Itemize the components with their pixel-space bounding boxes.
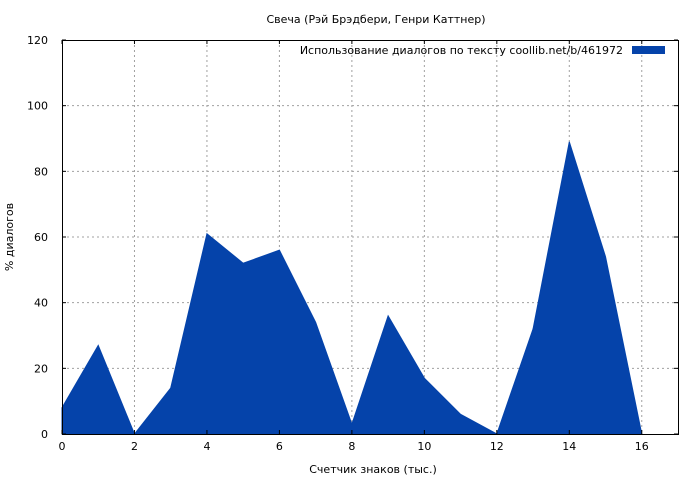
x-tick-label: 14 — [562, 440, 576, 453]
y-tick-label: 20 — [34, 362, 48, 375]
y-tick-label: 60 — [34, 231, 48, 244]
x-tick-label: 16 — [635, 440, 649, 453]
legend-label: Использование диалогов по тексту coollib… — [300, 44, 623, 57]
x-tick-label: 12 — [490, 440, 504, 453]
x-tick-label: 4 — [203, 440, 210, 453]
y-axis-label: % диалогов — [3, 203, 16, 271]
y-tick-label: 40 — [34, 297, 48, 310]
legend: Использование диалогов по тексту coollib… — [300, 44, 665, 57]
x-axis-label: Счетчик знаков (тыс.) — [309, 463, 437, 476]
y-tick-label: 100 — [27, 100, 48, 113]
y-tick-label: 0 — [41, 428, 48, 441]
y-tick-label: 120 — [27, 34, 48, 47]
x-tick-label: 10 — [417, 440, 431, 453]
x-tick-label: 0 — [59, 440, 66, 453]
x-tick-label: 2 — [131, 440, 138, 453]
x-tick-label: 8 — [348, 440, 355, 453]
y-tick-label: 80 — [34, 165, 48, 178]
x-tick-label: 6 — [276, 440, 283, 453]
axis-ticks: 0 2 4 6 8 10 12 14 16 0 20 40 60 80 100 120 — [27, 34, 678, 453]
legend-swatch — [632, 46, 665, 54]
chart-title: Свеча (Рэй Брэдбери, Генри Каттнер) — [266, 13, 485, 26]
